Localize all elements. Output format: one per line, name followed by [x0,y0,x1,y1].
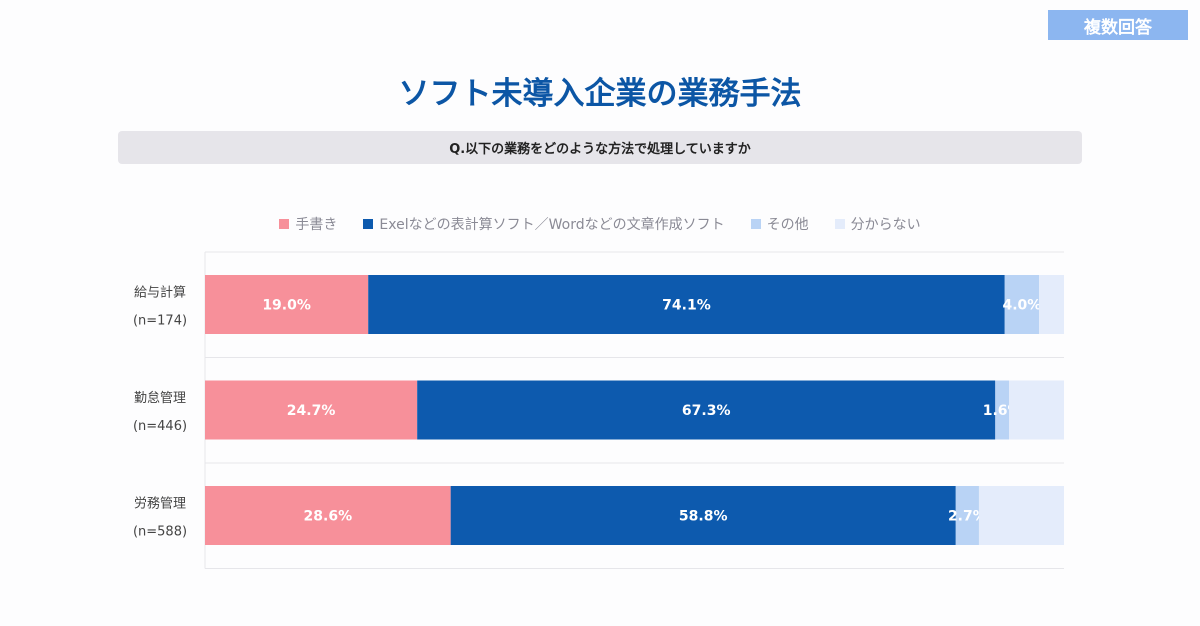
legend-swatch [279,219,290,229]
category-n-label: (n=174) [133,314,187,329]
data-label: 4.0% [1002,298,1041,314]
legend-item-1: Exelなどの表計算ソフト／Wordなどの文章作成ソフト [363,214,725,234]
bar-segment [205,380,418,440]
legend-label: 手書き [295,217,338,233]
category-label: 労務管理 [134,497,186,512]
bar-segment [995,380,1010,440]
data-label: 2.7% [948,509,987,525]
bar-segment [1039,275,1064,334]
legend-swatch [834,219,845,229]
bar-segment [205,275,369,334]
legend-item-2: その他 [750,214,809,234]
data-label: 28.6% [304,509,353,525]
bar-segment [205,486,451,545]
data-label: 67.3% [682,403,731,419]
legend-item-3: 分からない [834,214,921,234]
legend-label: Exelなどの表計算ソフト／Wordなどの文章作成ソフト [379,217,725,233]
data-label: 58.8% [679,509,728,525]
multiple-answer-badge: 複数回答 [1048,10,1188,40]
data-label: 19.0% [262,298,311,314]
legend-swatch [363,219,374,229]
category-n-label: (n=446) [133,419,187,434]
legend-label: 分からない [850,217,921,233]
category-n-label: (n=588) [133,525,187,540]
data-label: 74.1% [662,298,711,314]
bar-segment [450,486,956,545]
category-label: 勤怠管理 [134,390,186,406]
bar-segment [1009,380,1064,440]
category-label: 給与計算 [134,285,186,301]
bar-segment [368,275,1005,334]
bar-segment [1004,275,1040,334]
chart-title: ソフト未導入企業の業務手法 [398,76,802,112]
bar-segment [417,380,996,440]
legend-swatch [750,219,761,229]
bar-segment [978,486,1064,545]
data-label: 24.7% [287,403,336,419]
legend: 手書き Exelなどの表計算ソフト／Wordなどの文章作成ソフト その他 分からない [0,213,1200,235]
legend-item-0: 手書き [279,214,337,234]
bar-segment [955,486,979,545]
question-banner: Q.以下の業務をどのような方法で処理していますか [118,131,1082,164]
legend-label: その他 [766,217,809,233]
